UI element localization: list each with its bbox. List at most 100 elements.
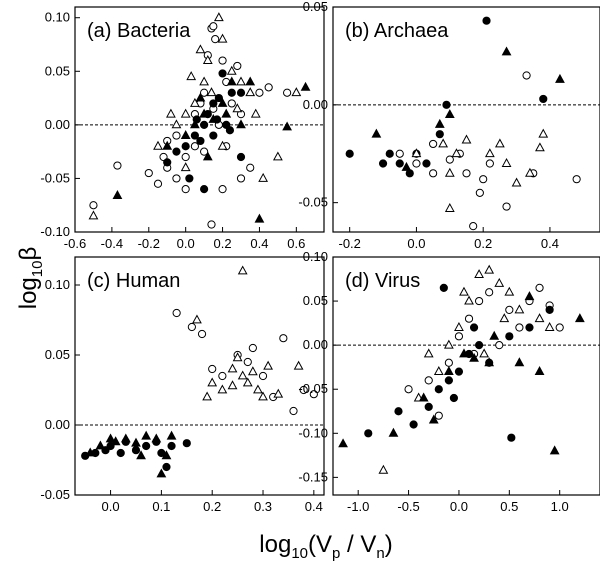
data-point-triangle-open: [544, 321, 555, 331]
data-point-triangle-open: [253, 384, 263, 394]
data-point-triangle-filled: [469, 352, 479, 362]
data-point-circle-open: [236, 174, 246, 183]
data-point-circle-filled: [507, 433, 516, 442]
data-point-circle-open: [395, 149, 404, 158]
x-tick-label: 0.1: [152, 499, 170, 514]
data-point-circle-open: [187, 322, 196, 332]
x-tick-label: 0.0: [407, 236, 425, 251]
data-point-circle-filled: [385, 149, 394, 158]
data-point-circle-filled: [200, 120, 209, 129]
data-point-circle-open: [445, 155, 454, 164]
data-point-triangle-open: [272, 151, 283, 161]
data-point-triangle-filled: [199, 108, 210, 118]
data-point-triangle-open: [273, 388, 284, 398]
data-point-circle-open: [258, 371, 268, 381]
data-point-circle-open: [218, 371, 227, 381]
data-point-circle-open: [505, 305, 514, 314]
data-point-circle-open: [264, 83, 273, 92]
data-point-circle-filled: [469, 323, 479, 332]
data-point-circle-open: [434, 411, 443, 420]
data-point-triangle-filled: [221, 108, 232, 118]
data-point-triangle-filled: [428, 414, 439, 424]
data-point-circle-open: [207, 220, 216, 229]
data-point-triangle-filled: [110, 436, 121, 446]
data-point-circle-open: [248, 343, 257, 353]
data-point-circle-open: [462, 169, 471, 178]
data-point-circle-filled: [218, 69, 227, 78]
data-point-triangle-filled: [434, 118, 445, 128]
y-tick-label: 0.05: [303, 0, 328, 14]
data-point-circle-filled: [227, 88, 236, 97]
data-point-circle-open: [424, 376, 433, 385]
y-tick-label: 0.10: [303, 249, 328, 264]
data-point-circle-open: [255, 88, 264, 97]
data-point-circle-filled: [190, 131, 199, 140]
y-tick-label: -0.05: [298, 195, 328, 210]
data-point-circle-filled: [172, 147, 181, 156]
data-point-circle-open: [444, 358, 453, 367]
data-point-triangle-open: [444, 202, 455, 212]
data-point-circle-open: [495, 341, 504, 350]
data-point-triangle-open: [207, 377, 218, 387]
data-point-triangle-filled: [524, 291, 535, 301]
x-tick-label: -0.2: [138, 236, 160, 251]
data-point-circle-open: [502, 202, 511, 211]
data-point-triangle-filled: [202, 151, 213, 161]
data-point-circle-open: [89, 201, 98, 210]
data-point-triangle-filled: [166, 430, 177, 440]
data-point-triangle-open: [451, 148, 462, 158]
data-point-triangle-filled: [120, 433, 131, 443]
data-point-triangle-filled: [208, 113, 219, 123]
data-point-circle-filled: [162, 462, 171, 472]
data-point-triangle-open: [247, 366, 258, 376]
data-point-triangle-open: [227, 380, 238, 390]
data-point-triangle-filled: [189, 119, 200, 129]
data-point-circle-open: [181, 185, 190, 194]
data-point-triangle-filled: [245, 76, 256, 86]
data-point-circle-filled: [364, 429, 373, 438]
data-point-triangle-filled: [141, 430, 152, 440]
data-point-triangle-filled: [489, 330, 500, 340]
data-point-triangle-open: [192, 314, 202, 324]
x-tick-label: -0.6: [64, 236, 86, 251]
data-point-circle-open: [211, 35, 220, 44]
data-point-circle-open: [289, 406, 298, 416]
data-point-circle-filled: [434, 385, 443, 394]
data-point-circle-open: [474, 296, 484, 306]
data-point-circle-filled: [209, 99, 218, 108]
data-point-triangle-filled: [444, 109, 455, 119]
data-point-triangle-open: [236, 76, 246, 86]
data-point-circle-open: [429, 139, 438, 149]
data-point-triangle-open: [438, 138, 449, 148]
x-axis-title: log10(Vp / Vn): [259, 531, 392, 562]
data-point-triangle-open: [153, 140, 163, 150]
data-point-circle-filled: [345, 149, 354, 158]
data-point-triangle-filled: [254, 213, 265, 223]
data-point-triangle-filled: [112, 190, 123, 199]
panel-frame: [74, 6, 325, 233]
data-point-circle-filled: [539, 94, 548, 104]
y-axis-title: log10β: [15, 247, 46, 310]
data-point-triangle-open: [166, 108, 176, 118]
x-tick-label: 0.0: [102, 499, 120, 514]
data-point-triangle-open: [499, 313, 510, 323]
data-point-triangle-open: [474, 269, 484, 279]
data-point-circle-open: [429, 169, 438, 178]
data-point-triangle-filled: [151, 433, 162, 443]
data-point-triangle-filled: [418, 392, 429, 402]
data-point-triangle-filled: [371, 128, 382, 138]
y-tick-label: 0.05: [45, 347, 70, 362]
data-point-circle-filled: [236, 88, 246, 97]
data-point-triangle-filled: [459, 348, 469, 358]
data-point-triangle-filled: [131, 437, 141, 447]
x-tick-label: 0.2: [214, 236, 232, 251]
data-point-circle-filled: [449, 393, 459, 403]
data-point-triangle-filled: [156, 468, 167, 478]
panel-label: (a) Bacteria: [87, 20, 191, 42]
data-point-circle-filled: [200, 185, 209, 194]
data-point-circle-filled: [167, 441, 176, 451]
data-point-circle-open: [475, 188, 484, 197]
data-point-circle-open: [464, 314, 474, 323]
y-tick-label: 0.00: [303, 337, 328, 352]
